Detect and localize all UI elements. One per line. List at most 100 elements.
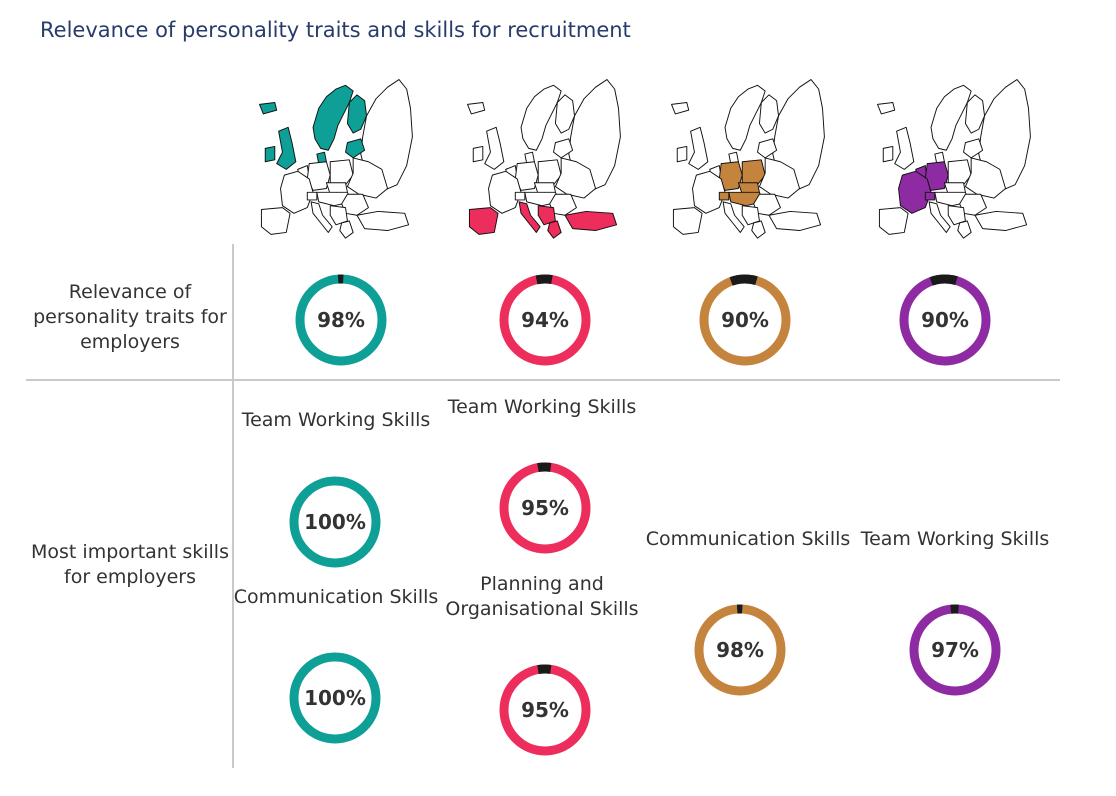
europe-outline bbox=[259, 79, 413, 239]
country-baltics bbox=[963, 138, 984, 159]
country-greece bbox=[339, 220, 354, 239]
country-russia bbox=[568, 79, 621, 191]
donut-ring bbox=[694, 604, 786, 696]
donut-remainder-arc bbox=[295, 274, 387, 366]
skill-label: Communication Skills bbox=[233, 586, 439, 608]
europe-map-nordic-uk-icon bbox=[250, 70, 420, 242]
donut-skill-southern-team: 95% bbox=[495, 458, 595, 558]
skill-label: Planning and Organisational Skills bbox=[445, 573, 639, 620]
donut-label: 90% bbox=[921, 308, 969, 332]
country-iceland bbox=[877, 102, 896, 115]
donut-skill-central-communication: 98% bbox=[690, 600, 790, 700]
country-finland bbox=[964, 94, 986, 134]
country-finland bbox=[758, 94, 780, 134]
country-iceland bbox=[259, 102, 278, 115]
country-iceland bbox=[467, 102, 486, 115]
country-iceland bbox=[671, 102, 690, 115]
chart-title: Relevance of personality traits and skil… bbox=[40, 18, 631, 42]
country-italy bbox=[928, 201, 951, 233]
country-poland bbox=[741, 159, 766, 186]
row-label-skills: Most important skills for employers bbox=[31, 541, 229, 588]
country-italy bbox=[310, 201, 333, 233]
country-britain bbox=[484, 126, 505, 170]
donut-label: 95% bbox=[521, 496, 569, 520]
donut-ring bbox=[499, 274, 591, 366]
country-britain bbox=[688, 126, 709, 170]
donut-remainder-arc bbox=[499, 274, 591, 366]
country-france bbox=[488, 170, 522, 214]
country-belarus-ukraine bbox=[346, 157, 389, 199]
donut-skill-southern-planning: 95% bbox=[495, 660, 595, 760]
country-scandinavia bbox=[724, 84, 766, 151]
donut-remainder-arc bbox=[499, 462, 591, 554]
donut-label: 90% bbox=[721, 308, 769, 332]
country-turkey bbox=[356, 210, 410, 232]
country-switzerland bbox=[306, 191, 318, 201]
donut-remainder-arc bbox=[899, 274, 991, 366]
row-divider bbox=[26, 379, 1060, 381]
country-belarus-ukraine bbox=[964, 157, 1007, 199]
country-finland bbox=[554, 94, 576, 134]
skill-label: Team Working Skills bbox=[860, 528, 1050, 550]
donut-skill-nordic-team: 100% bbox=[285, 472, 385, 572]
country-poland bbox=[329, 159, 354, 186]
donut-label: 97% bbox=[931, 638, 979, 662]
country-belarus-ukraine bbox=[554, 157, 597, 199]
donut-ring bbox=[499, 462, 591, 554]
country-greece bbox=[547, 220, 562, 239]
donut-personality-nordic: 98% bbox=[291, 270, 391, 370]
country-iberia bbox=[672, 207, 703, 235]
skill-label: Team Working Skills bbox=[241, 409, 431, 431]
europe-outline bbox=[877, 79, 1031, 239]
donut-remainder-arc bbox=[499, 664, 591, 756]
europe-map-central-icon bbox=[662, 70, 832, 242]
country-baltics bbox=[345, 138, 366, 159]
skill-label: Team Working Skills bbox=[447, 396, 637, 418]
skill-label: Communication Skills bbox=[645, 528, 851, 550]
europe-outline bbox=[467, 79, 621, 239]
country-greece bbox=[751, 220, 766, 239]
country-belarus-ukraine bbox=[758, 157, 801, 199]
donut-label: 100% bbox=[304, 686, 366, 710]
donut-label: 98% bbox=[716, 638, 764, 662]
donut-ring bbox=[295, 274, 387, 366]
country-switzerland bbox=[924, 191, 936, 201]
europe-map-western-icon bbox=[868, 70, 1038, 242]
country-poland bbox=[947, 159, 972, 186]
country-scandinavia bbox=[930, 84, 972, 151]
country-switzerland bbox=[514, 191, 526, 201]
donut-personality-central: 90% bbox=[695, 270, 795, 370]
column-divider bbox=[232, 244, 234, 768]
country-greece bbox=[957, 220, 972, 239]
donut-skill-nordic-communication: 100% bbox=[285, 648, 385, 748]
donut-ring bbox=[499, 664, 591, 756]
country-russia bbox=[360, 79, 413, 191]
country-russia bbox=[772, 79, 825, 191]
donut-personality-western: 90% bbox=[895, 270, 995, 370]
donut-label: 95% bbox=[521, 698, 569, 722]
donut-ring bbox=[289, 652, 381, 744]
country-ireland bbox=[472, 145, 484, 163]
europe-map-southern-icon bbox=[458, 70, 628, 242]
country-ireland bbox=[264, 145, 276, 163]
donut-personality-southern: 94% bbox=[495, 270, 595, 370]
country-turkey bbox=[974, 210, 1028, 232]
country-scandinavia bbox=[520, 84, 562, 151]
donut-value-arc bbox=[289, 652, 381, 744]
country-scandinavia bbox=[312, 84, 354, 151]
europe-outline bbox=[671, 79, 825, 239]
donut-ring bbox=[289, 476, 381, 568]
donut-ring bbox=[899, 274, 991, 366]
country-italy bbox=[518, 201, 541, 233]
donut-label: 98% bbox=[317, 308, 365, 332]
donut-ring bbox=[909, 604, 1001, 696]
donut-value-arc bbox=[289, 476, 381, 568]
country-ireland bbox=[676, 145, 688, 163]
country-britain bbox=[894, 126, 915, 170]
country-italy bbox=[722, 201, 745, 233]
country-baltics bbox=[553, 138, 574, 159]
country-iberia bbox=[260, 207, 291, 235]
country-iberia bbox=[468, 207, 499, 235]
row-label-personality: Relevance of personality traits for empl… bbox=[33, 281, 227, 353]
country-france bbox=[692, 170, 726, 214]
